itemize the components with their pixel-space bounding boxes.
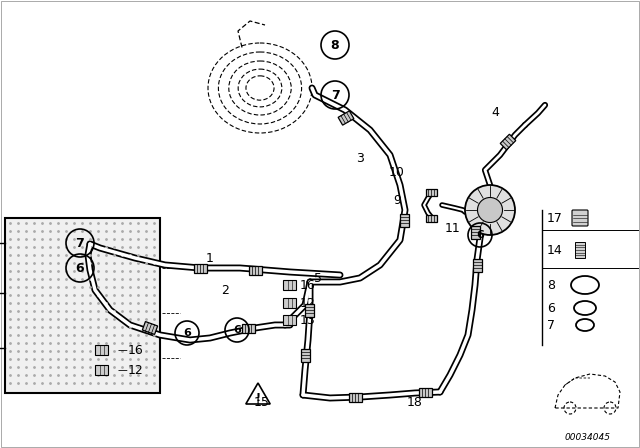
Text: 7: 7 bbox=[547, 319, 555, 332]
Bar bbox=[305, 303, 314, 316]
Text: 16: 16 bbox=[300, 279, 316, 292]
Text: —: — bbox=[118, 365, 128, 375]
Bar bbox=[142, 322, 157, 335]
Text: 6: 6 bbox=[76, 262, 84, 275]
Text: —: — bbox=[118, 345, 128, 355]
Text: 8: 8 bbox=[547, 279, 555, 292]
Bar bbox=[193, 263, 207, 272]
Bar bbox=[5, 218, 160, 393]
Text: 7: 7 bbox=[331, 89, 339, 102]
Bar bbox=[349, 392, 362, 401]
Text: 9: 9 bbox=[393, 194, 401, 207]
Text: 6: 6 bbox=[547, 302, 555, 314]
Text: 17: 17 bbox=[547, 211, 563, 224]
Bar bbox=[470, 225, 479, 238]
Circle shape bbox=[465, 185, 515, 235]
Text: 11: 11 bbox=[445, 221, 461, 234]
Text: !: ! bbox=[255, 393, 260, 403]
Bar bbox=[575, 242, 585, 258]
Text: 10: 10 bbox=[389, 165, 405, 178]
Text: 14: 14 bbox=[547, 244, 563, 257]
Text: 3: 3 bbox=[356, 151, 364, 164]
Bar bbox=[338, 111, 354, 125]
Text: 5: 5 bbox=[314, 271, 322, 284]
FancyBboxPatch shape bbox=[572, 210, 588, 226]
Text: 4: 4 bbox=[491, 105, 499, 119]
Circle shape bbox=[477, 198, 502, 223]
Bar bbox=[283, 280, 296, 290]
Text: 13: 13 bbox=[300, 314, 316, 327]
Text: 12: 12 bbox=[128, 363, 144, 376]
Text: 00034045: 00034045 bbox=[565, 433, 611, 442]
Text: 18: 18 bbox=[407, 396, 423, 409]
Text: 16: 16 bbox=[128, 344, 144, 357]
Text: 12: 12 bbox=[300, 297, 316, 310]
Bar bbox=[500, 134, 516, 150]
Bar bbox=[301, 349, 310, 362]
Bar bbox=[426, 189, 436, 195]
Bar bbox=[241, 323, 255, 332]
Bar bbox=[426, 215, 436, 221]
Text: 8: 8 bbox=[331, 39, 339, 52]
Text: 6: 6 bbox=[476, 230, 484, 240]
Bar bbox=[283, 315, 296, 325]
Bar bbox=[283, 298, 296, 308]
Bar bbox=[248, 266, 262, 275]
Text: 7: 7 bbox=[76, 237, 84, 250]
Bar bbox=[95, 345, 108, 355]
Text: 6: 6 bbox=[233, 325, 241, 335]
Text: 2: 2 bbox=[221, 284, 229, 297]
Bar bbox=[399, 214, 408, 227]
Bar bbox=[419, 388, 431, 396]
Text: 6: 6 bbox=[183, 328, 191, 338]
Bar bbox=[472, 258, 481, 271]
Text: 15: 15 bbox=[254, 396, 270, 409]
Text: 1: 1 bbox=[206, 251, 214, 264]
Bar bbox=[95, 365, 108, 375]
